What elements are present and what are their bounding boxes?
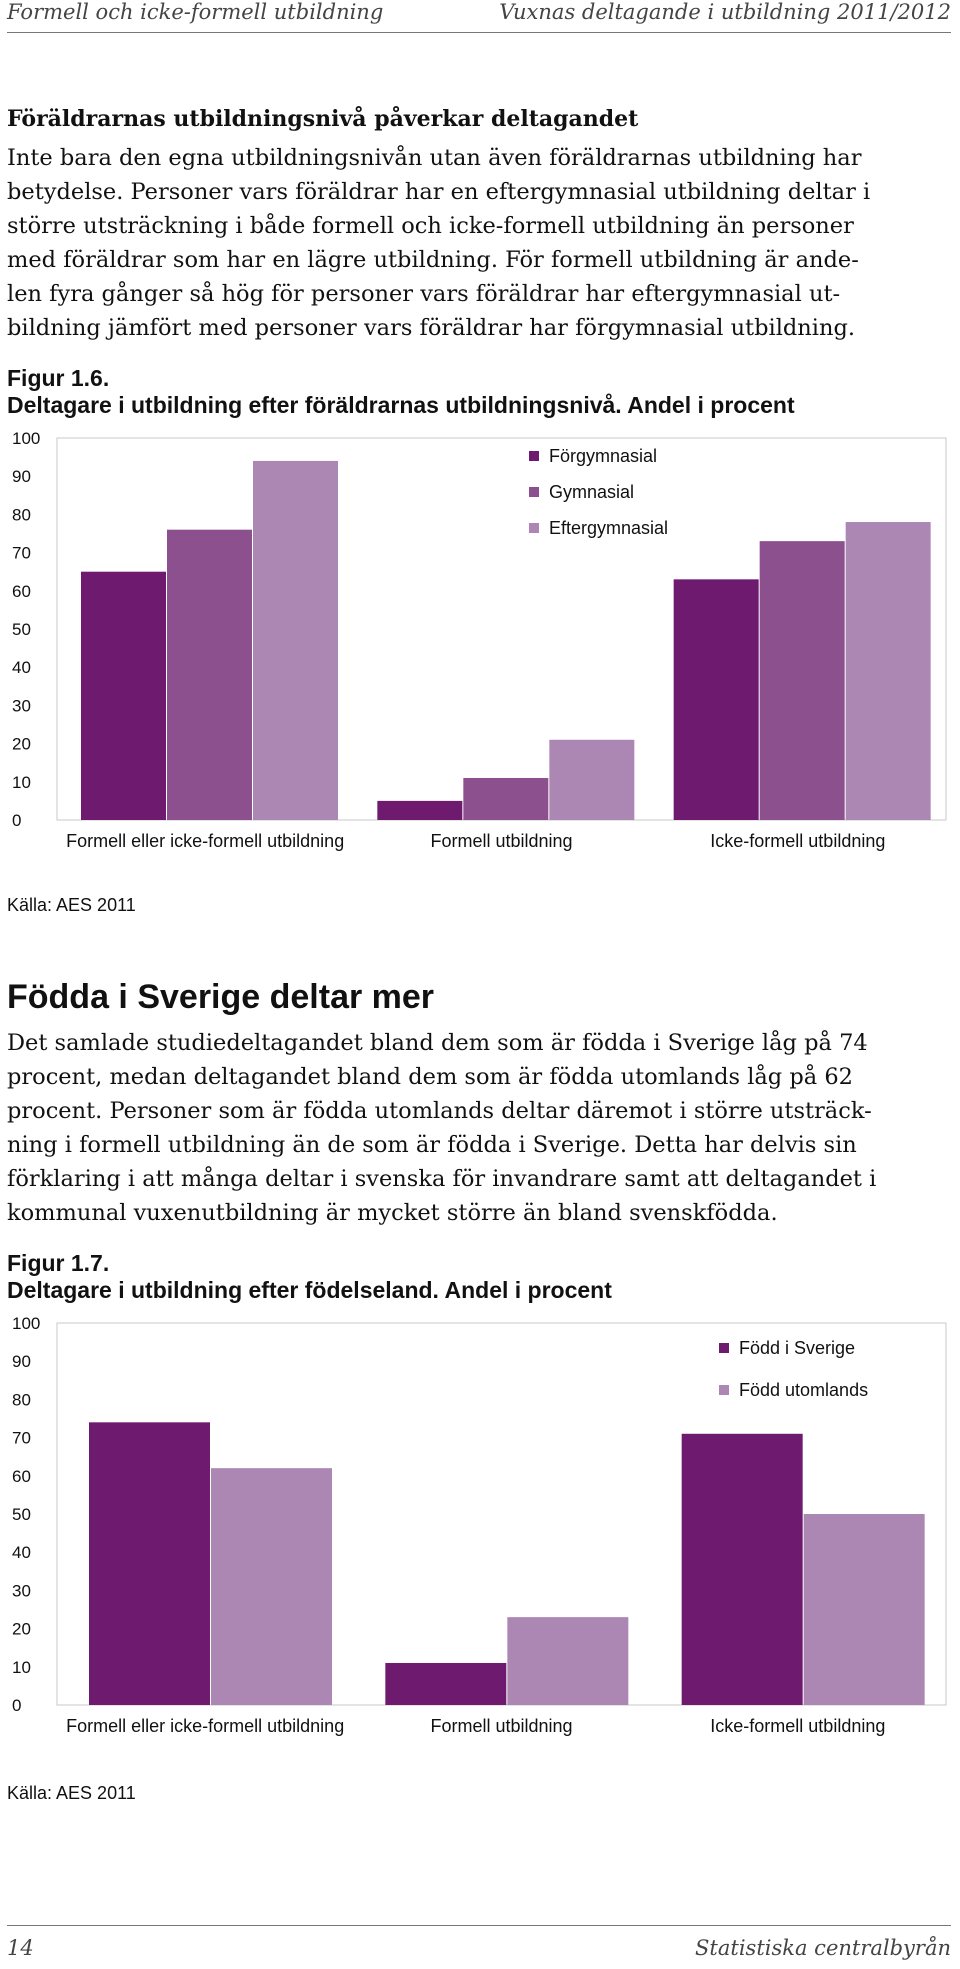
paragraph-line: Det samlade studiedeltagandet bland dem … xyxy=(7,1030,868,1056)
x-category-label: Formell utbildning xyxy=(430,1716,572,1736)
bar xyxy=(211,1468,332,1705)
paragraph-line: Inte bara den egna utbildningsnivån utan… xyxy=(7,145,862,171)
figure-label: Figur 1.7. xyxy=(7,1250,110,1276)
paragraph-line: större utsträckning i både formell och i… xyxy=(7,213,854,239)
bar xyxy=(253,460,338,820)
y-tick-label: 80 xyxy=(12,505,31,524)
figure-source: Källa: AES 2011 xyxy=(7,895,136,915)
bar xyxy=(463,777,549,820)
figure-title: Deltagare i utbildning efter föräldrarna… xyxy=(7,392,795,418)
y-tick-label: 90 xyxy=(12,1352,31,1371)
y-tick-label: 90 xyxy=(12,467,31,486)
paragraph-line: procent, medan deltagandet bland dem som… xyxy=(7,1064,853,1090)
y-tick-label: 50 xyxy=(12,1505,31,1524)
y-tick-label: 60 xyxy=(12,1467,31,1486)
bar xyxy=(845,522,931,820)
section-heading-parents-education: Föräldrarnas utbildningsnivå påverkar de… xyxy=(7,106,639,132)
x-category-label: Formell utbildning xyxy=(430,831,572,851)
legend-label: Förgymnasial xyxy=(549,446,657,466)
y-tick-label: 80 xyxy=(12,1390,31,1409)
bar-chart-birth-country: 0 10 20 30 40 50 60 70 80 90 100 Formell eller icke… xyxy=(12,1314,947,1736)
legend-swatch xyxy=(529,523,539,533)
figure-source: Källa: AES 2011 xyxy=(7,1783,136,1803)
y-tick-label: 70 xyxy=(12,1429,31,1448)
footer-rule xyxy=(7,1925,951,1926)
bar xyxy=(803,1514,925,1705)
running-footer: 14 Statistiska centralbyrån xyxy=(7,1936,951,1964)
bar xyxy=(81,571,166,820)
paragraph-line: med föräldrar som har en lägre utbildnin… xyxy=(7,247,859,273)
bar xyxy=(673,579,759,820)
running-header: Formell och icke-formell utbildning Vuxn… xyxy=(7,0,951,28)
x-category-label: Icke-formell utbildning xyxy=(710,831,885,851)
y-tick-label: 40 xyxy=(12,1543,31,1562)
y-tick-label: 0 xyxy=(12,1696,21,1715)
y-tick-label: 50 xyxy=(12,620,31,639)
bar xyxy=(377,800,463,820)
y-tick-label: 10 xyxy=(12,1658,31,1677)
paragraph-line: förklaring i att många deltar i svenska … xyxy=(7,1166,877,1192)
x-category-label: Formell eller icke-formell utbildning xyxy=(66,1716,344,1736)
bar xyxy=(167,529,252,820)
header-chapter-title: Formell och icke-formell utbildning xyxy=(7,0,384,24)
bar xyxy=(549,739,635,820)
paragraph-line: betydelse. Personer vars föräldrar har e… xyxy=(7,179,871,205)
y-tick-label: 70 xyxy=(12,544,31,563)
x-category-label: Formell eller icke-formell utbildning xyxy=(66,831,344,851)
x-category-label: Icke-formell utbildning xyxy=(710,1716,885,1736)
page-number: 14 xyxy=(7,1936,34,1960)
legend-label: Född utomlands xyxy=(739,1380,868,1400)
y-tick-label: 60 xyxy=(12,582,31,601)
header-publication-title: Vuxnas deltagande i utbildning 2011/2012 xyxy=(499,0,951,24)
legend-swatch xyxy=(719,1343,729,1353)
y-tick-label: 100 xyxy=(12,1314,40,1333)
legend-label: Gymnasial xyxy=(549,482,634,502)
bar xyxy=(507,1617,629,1705)
bar xyxy=(759,541,845,820)
publisher-name: Statistiska centralbyrån xyxy=(695,1936,951,1960)
y-tick-label: 20 xyxy=(12,1620,31,1639)
paragraph-line: kommunal vuxenutbildning är mycket störr… xyxy=(7,1200,778,1226)
y-tick-label: 10 xyxy=(12,773,31,792)
legend-label: Född i Sverige xyxy=(739,1338,855,1358)
bar xyxy=(89,1422,210,1705)
legend-label: Eftergymnasial xyxy=(549,518,668,538)
paragraph-line: bildning jämfört med personer vars föräl… xyxy=(7,315,856,341)
bar xyxy=(385,1662,507,1705)
figure-label: Figur 1.6. xyxy=(7,365,110,391)
y-tick-label: 30 xyxy=(12,1581,31,1600)
legend-swatch xyxy=(529,451,539,461)
figure-title: Deltagare i utbildning efter födelseland… xyxy=(7,1277,612,1303)
bar-chart-parents-education: 0 10 20 30 40 50 60 70 80 90 100 Formell eller icke… xyxy=(12,429,947,851)
y-tick-label: 20 xyxy=(12,735,31,754)
y-tick-label: 100 xyxy=(12,429,40,448)
legend-swatch xyxy=(529,487,539,497)
bar xyxy=(681,1433,803,1705)
y-tick-label: 40 xyxy=(12,658,31,677)
paragraph-line: procent. Personer som är födda utomlands… xyxy=(7,1098,872,1124)
legend-swatch xyxy=(719,1385,729,1395)
paragraph-line: ning i formell utbildning än de som är f… xyxy=(7,1132,857,1158)
section-heading-born-in-sweden: Födda i Sverige deltar mer xyxy=(7,978,435,1016)
header-rule xyxy=(7,32,951,33)
y-tick-label: 30 xyxy=(12,696,31,715)
y-tick-label: 0 xyxy=(12,811,21,830)
paragraph-line: len fyra gånger så hög för personer vars… xyxy=(7,281,841,307)
